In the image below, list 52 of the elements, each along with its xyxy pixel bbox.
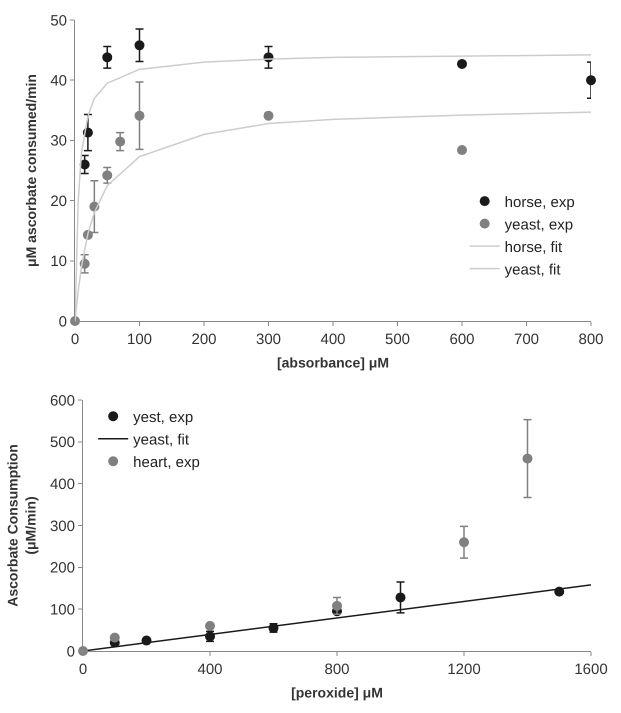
x-tick-label: 1600 bbox=[574, 661, 608, 678]
y-tick-label: 0 bbox=[58, 313, 67, 330]
point bbox=[459, 537, 469, 548]
legend-label: horse, exp bbox=[504, 194, 575, 211]
y-tick-label: 30 bbox=[50, 132, 67, 150]
y-tick-label: 200 bbox=[50, 560, 75, 577]
y-tick-label: 300 bbox=[50, 518, 75, 535]
point bbox=[332, 600, 342, 611]
legend-label: yest, exp bbox=[133, 409, 194, 426]
x-axis-title: [peroxide] μM bbox=[291, 684, 383, 700]
point bbox=[396, 592, 406, 602]
point bbox=[134, 110, 144, 121]
point bbox=[457, 145, 467, 156]
point bbox=[115, 136, 126, 147]
y-tick-label: 40 bbox=[50, 72, 67, 90]
x-tick-label: 400 bbox=[197, 661, 223, 678]
point bbox=[522, 454, 532, 464]
y-axis-title: μM ascorbate consumed/min bbox=[22, 74, 39, 267]
point bbox=[102, 170, 112, 180]
point bbox=[586, 75, 596, 86]
x-tick-label: 700 bbox=[514, 331, 540, 348]
y-tick-label: 600 bbox=[50, 392, 75, 410]
x-tick-label: 1200 bbox=[447, 661, 481, 678]
legend-label: horse, fit bbox=[504, 238, 564, 256]
point bbox=[102, 52, 112, 62]
y-tick-label: 0 bbox=[66, 643, 75, 660]
y-tick-label: 100 bbox=[50, 601, 75, 618]
x-tick-label: 300 bbox=[256, 331, 282, 348]
legend-label: yeast, fit bbox=[504, 261, 562, 278]
y-tick-label: 500 bbox=[50, 434, 75, 452]
y-tick-label: 50 bbox=[50, 12, 67, 30]
point bbox=[134, 40, 144, 50]
x-tick-label: 100 bbox=[126, 331, 152, 348]
legend-label: heart, exp bbox=[133, 454, 200, 472]
y-axis-title: Ascorbate Consumption (μM/min) bbox=[4, 444, 39, 607]
x-tick-label: 200 bbox=[191, 331, 217, 348]
point bbox=[110, 632, 120, 643]
point bbox=[264, 110, 274, 121]
y-tick-label: 400 bbox=[50, 476, 75, 493]
x-tick-label: 0 bbox=[78, 661, 88, 678]
legend-label: yeast, fit bbox=[133, 432, 190, 449]
x-tick-label: 800 bbox=[324, 661, 350, 678]
x-tick-label: 600 bbox=[449, 331, 475, 348]
y-tick-label: 10 bbox=[50, 253, 67, 270]
legend-label: yeast, exp bbox=[504, 216, 574, 234]
point bbox=[205, 620, 215, 631]
x-tick-label: 400 bbox=[320, 331, 346, 348]
x-tick-label: 800 bbox=[578, 331, 604, 348]
point bbox=[457, 58, 467, 69]
x-tick-label: 500 bbox=[384, 331, 410, 348]
x-axis-title: [absorbance] μM bbox=[276, 354, 390, 370]
y-tick-label: 20 bbox=[50, 192, 67, 210]
